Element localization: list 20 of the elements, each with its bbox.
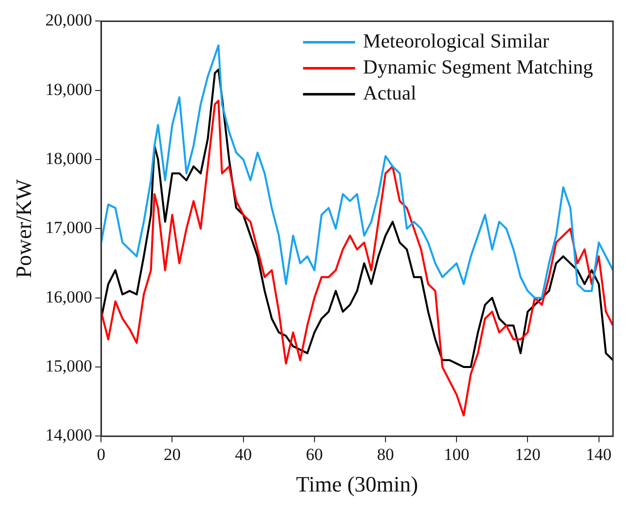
x-tick-label: 0 (96, 444, 106, 464)
legend-label: Meteorological Similar (363, 30, 550, 52)
legend-label: Dynamic Segment Matching (363, 56, 593, 78)
x-tick-label: 100 (444, 444, 470, 464)
x-tick-label: 80 (377, 444, 394, 464)
x-axis-title: Time (30min) (296, 472, 418, 497)
x-tick-label: 40 (234, 444, 252, 464)
y-tick-label: 15,000 (45, 356, 92, 376)
x-tick-label: 60 (306, 444, 323, 464)
legend-label: Actual (363, 82, 417, 104)
y-tick-label: 19,000 (45, 80, 92, 99)
x-tick-label: 140 (586, 444, 612, 464)
y-tick-label: 20,000 (45, 10, 92, 30)
x-tick-label: 20 (164, 444, 181, 464)
y-tick-label: 14,000 (45, 426, 92, 445)
y-tick-label: 17,000 (45, 218, 92, 238)
x-tick-label: 120 (514, 444, 540, 464)
y-axis-title: Power/KW (10, 178, 36, 278)
y-tick-label: 18,000 (45, 149, 92, 168)
y-tick-label: 16,000 (45, 287, 92, 306)
